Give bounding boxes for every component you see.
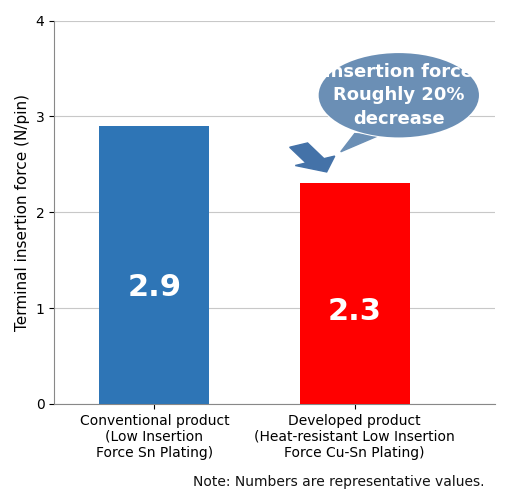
Ellipse shape [318,53,478,138]
Text: Note: Numbers are representative values.: Note: Numbers are representative values. [192,475,484,489]
Bar [299,184,409,404]
Bar [99,126,209,404]
Text: Insertion force
Roughly 20%
decrease: Insertion force Roughly 20% decrease [324,62,472,128]
FancyArrow shape [289,143,334,172]
Y-axis label: Terminal insertion force (N/pin): Terminal insertion force (N/pin) [15,94,30,330]
Ellipse shape [318,53,478,138]
Polygon shape [340,134,378,152]
Text: 2.3: 2.3 [327,297,381,326]
Text: 2.9: 2.9 [127,272,181,302]
